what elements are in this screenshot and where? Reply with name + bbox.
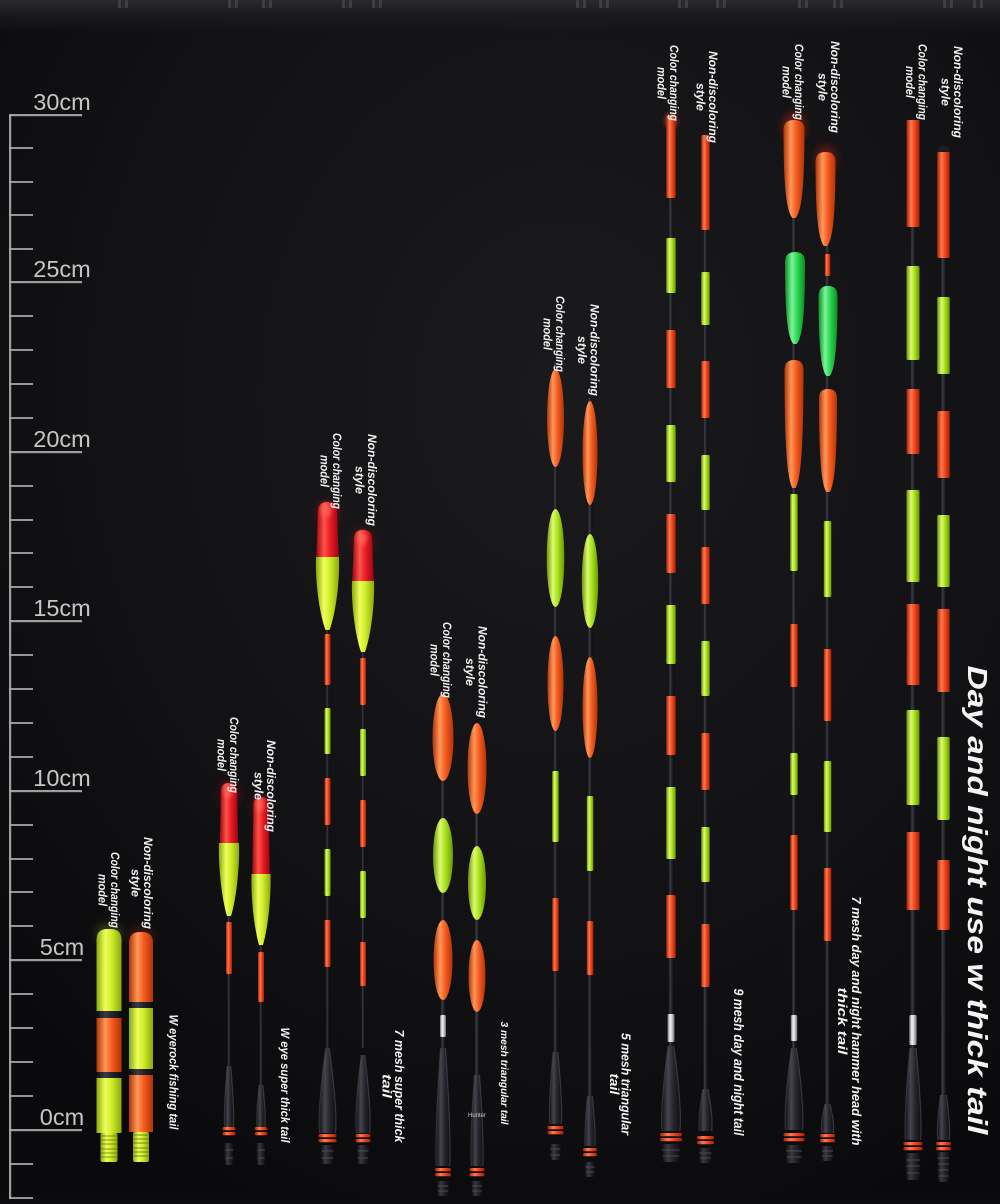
svg-text:Non-discoloring: Non-discoloring: [706, 51, 718, 143]
svg-text:9 mesh day and night tail: 9 mesh day and night tail: [731, 989, 746, 1136]
svg-text:style: style: [463, 658, 475, 687]
svg-text:tail: tail: [380, 1074, 394, 1099]
svg-text:15cm: 15cm: [33, 595, 90, 621]
svg-text:style: style: [939, 78, 951, 107]
svg-text:style: style: [816, 73, 828, 102]
svg-text:30cm: 30cm: [33, 89, 90, 115]
svg-text:7 mesh super thick: 7 mesh super thick: [392, 1030, 406, 1144]
svg-text:7 mesh day and night hammer he: 7 mesh day and night hammer head with: [849, 897, 863, 1146]
svg-text:style: style: [694, 83, 706, 112]
svg-text:Non-discoloring: Non-discoloring: [264, 740, 276, 832]
svg-text:model: model: [215, 739, 227, 772]
svg-text:25cm: 25cm: [33, 256, 90, 282]
svg-text:thick tail: thick tail: [835, 988, 849, 1056]
svg-text:Non-discoloring: Non-discoloring: [476, 626, 488, 718]
svg-text:Non-discoloring: Non-discoloring: [365, 434, 377, 526]
svg-text:10cm: 10cm: [33, 765, 90, 791]
svg-text:5 mesh triangular: 5 mesh triangular: [619, 1033, 633, 1136]
svg-text:W eyerock fishing tail: W eyerock fishing tail: [167, 1015, 181, 1131]
svg-text:style: style: [353, 466, 365, 495]
svg-text:style: style: [252, 772, 264, 801]
svg-text:model: model: [318, 455, 330, 488]
svg-text:Color changing: Color changing: [916, 44, 928, 120]
svg-text:Color changing: Color changing: [227, 717, 239, 793]
svg-text:Non-discoloring: Non-discoloring: [141, 837, 153, 929]
svg-text:Color changing: Color changing: [792, 44, 804, 120]
svg-text:Hunter: Hunter: [468, 1113, 486, 1119]
svg-text:Day and night use w thick tail: Day and night use w thick tail: [962, 666, 993, 1136]
svg-text:model: model: [428, 644, 440, 677]
svg-text:style: style: [129, 869, 141, 898]
svg-text:W eye super thick tail: W eye super thick tail: [278, 1028, 292, 1144]
svg-text:3 mesh triangular tail: 3 mesh triangular tail: [498, 1022, 510, 1126]
svg-text:model: model: [655, 67, 667, 100]
svg-text:Color changing: Color changing: [330, 433, 342, 509]
svg-text:Non-discoloring: Non-discoloring: [828, 41, 840, 133]
svg-text:Color changing: Color changing: [553, 296, 565, 372]
svg-text:Color changing: Color changing: [667, 45, 679, 121]
svg-text:0cm: 0cm: [40, 1104, 84, 1130]
svg-text:model: model: [903, 66, 915, 99]
svg-text:style: style: [575, 336, 587, 365]
svg-text:5cm: 5cm: [40, 934, 84, 960]
svg-text:20cm: 20cm: [33, 426, 90, 452]
svg-text:model: model: [541, 318, 553, 351]
svg-text:tail: tail: [607, 1074, 621, 1096]
svg-text:model: model: [780, 66, 792, 99]
svg-text:model: model: [96, 874, 108, 907]
svg-text:Color changing: Color changing: [108, 852, 120, 928]
svg-text:Non-discoloring: Non-discoloring: [951, 46, 963, 138]
svg-text:Color changing: Color changing: [440, 622, 452, 698]
svg-text:Non-discoloring: Non-discoloring: [588, 304, 600, 396]
